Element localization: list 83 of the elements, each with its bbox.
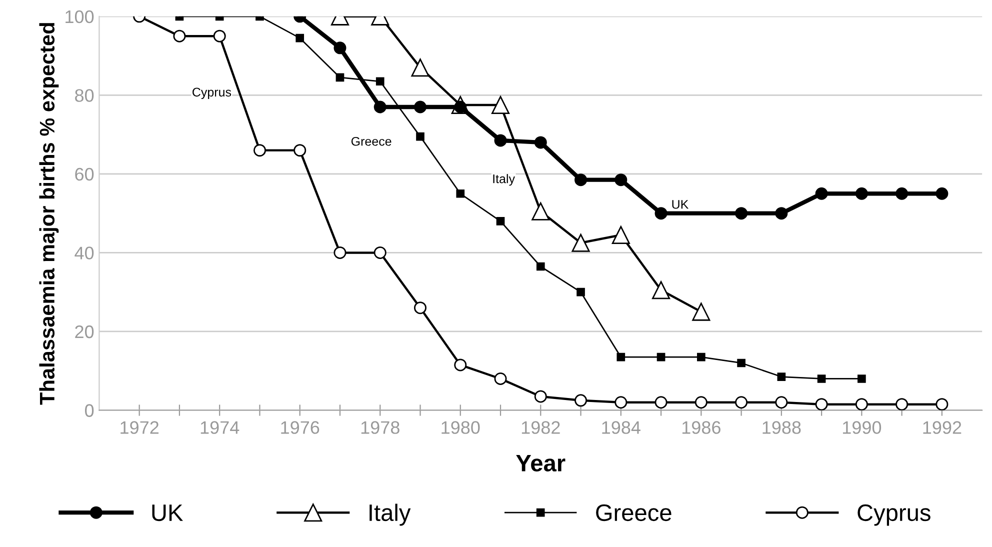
y-tick-label: 60 [75, 168, 94, 181]
point [574, 174, 588, 186]
point [692, 302, 710, 321]
point [735, 396, 748, 409]
annotation: UK [672, 200, 689, 209]
point [614, 174, 628, 186]
point [936, 187, 948, 200]
point [817, 374, 826, 383]
point [858, 374, 866, 383]
annotation: Italy [493, 174, 515, 186]
annotation: Cyprus [192, 88, 232, 100]
point [494, 134, 507, 147]
point [936, 398, 948, 410]
point [775, 207, 788, 220]
point [253, 144, 266, 157]
point [694, 396, 708, 409]
point [456, 189, 465, 198]
x-tick-label: 1988 [762, 421, 801, 434]
point [334, 246, 346, 259]
x-tick-label: 1992 [923, 421, 962, 434]
x-tick-label: 1986 [682, 421, 720, 434]
point [616, 352, 626, 362]
x-tick-label: 1980 [442, 421, 480, 434]
point [775, 396, 788, 409]
point [896, 398, 908, 410]
x-tick-label: 1976 [281, 421, 320, 434]
point [374, 246, 386, 259]
point [416, 132, 424, 141]
point [534, 136, 547, 149]
point [815, 398, 828, 410]
x-tick-label: 1974 [200, 421, 240, 434]
point [614, 396, 628, 409]
point [654, 207, 668, 220]
point [815, 187, 828, 200]
point [374, 100, 386, 114]
y-tick-label: 0 [85, 404, 94, 417]
point [414, 100, 426, 114]
point [574, 394, 588, 407]
x-tick-label: 1978 [361, 421, 400, 434]
point [294, 144, 306, 157]
point [336, 73, 344, 82]
point [737, 358, 746, 368]
point [414, 302, 426, 314]
point [536, 262, 545, 271]
legend-label: Greece [596, 504, 672, 522]
x-tick-label: 1982 [522, 421, 560, 434]
point [652, 281, 670, 300]
point [777, 372, 786, 381]
point [534, 390, 547, 403]
point [735, 207, 748, 220]
point [855, 187, 868, 200]
point [532, 202, 550, 220]
point [612, 226, 630, 244]
point [213, 30, 226, 42]
legend-label: UK [152, 504, 183, 522]
point [654, 396, 668, 409]
point [896, 187, 908, 200]
y-axis-title: Thalassaemia major births % expected [39, 23, 59, 405]
y-tick-label: 100 [66, 10, 94, 24]
point [491, 96, 510, 114]
x-tick-label: 1984 [602, 421, 640, 434]
point [454, 358, 467, 372]
point [334, 42, 346, 54]
point [296, 34, 304, 42]
legend-label: Italy [370, 504, 411, 526]
point [173, 30, 186, 42]
point [572, 234, 590, 252]
point [376, 77, 384, 86]
legend-label: Cyprus [858, 504, 930, 526]
point [696, 352, 706, 362]
y-tick-label: 80 [75, 89, 94, 102]
point [496, 217, 505, 226]
point [494, 372, 507, 385]
point [656, 352, 666, 362]
x-tick-label: 1972 [120, 421, 159, 434]
point [411, 58, 430, 77]
x-tick-label: 1990 [842, 421, 882, 434]
y-tick-label: 40 [74, 246, 94, 260]
x-axis-title: Year [516, 455, 566, 472]
point [576, 288, 585, 296]
point [855, 398, 868, 410]
y-tick-label: 20 [75, 325, 94, 338]
annotation: Greece [351, 136, 392, 146]
